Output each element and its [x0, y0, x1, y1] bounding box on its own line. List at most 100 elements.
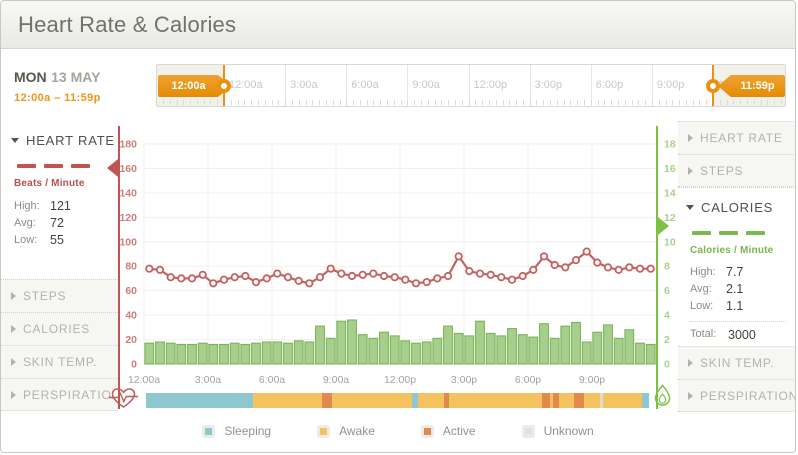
- heart-rate-point: [582, 247, 591, 256]
- heart-rate-high-row: High: 121: [14, 198, 71, 213]
- chevron-right-icon: [688, 134, 693, 142]
- heart-rate-calories-chart[interactable]: 12:00a 3:00a 6:00a 9:00a 12:00p 3:00p 6:00p 9:0…: [119, 121, 681, 389]
- timeline-minor-tick: [312, 100, 314, 105]
- timeline-minor-tick: [285, 100, 287, 105]
- chevron-right-icon: [11, 325, 16, 333]
- heart-rate-point: [550, 260, 559, 270]
- chevron-right-icon: [11, 390, 16, 399]
- timeline-minor-tick: [577, 100, 579, 105]
- timeline-minor-tick: [726, 100, 728, 105]
- timeline-minor-tick: [251, 100, 253, 105]
- calories-bar: [411, 342, 421, 365]
- calories-total-row: Total: 3000: [690, 328, 756, 342]
- sidebar-item-perspiration[interactable]: PERSPIRATION: [1, 378, 120, 411]
- heart-rate-point: [273, 269, 282, 278]
- timeline-tick-label: 3:00p: [534, 79, 563, 91]
- timeline-minor-tick: [651, 100, 653, 105]
- heart-rate-point: [283, 273, 293, 282]
- calories-bar: [187, 343, 197, 365]
- calories-avg-row: Avg: 2.1: [690, 281, 744, 296]
- heart-rate-avg-row: Avg: 72: [14, 215, 64, 230]
- heart-rate-point: [347, 271, 357, 281]
- sidebar-item-heart-rate[interactable]: HEART RATE: [678, 121, 795, 154]
- calories-bar: [592, 331, 603, 365]
- calories-bar: [517, 334, 528, 365]
- timeline-minor-tick: [421, 100, 422, 105]
- timeline-start-handle-knob[interactable]: [217, 78, 231, 93]
- heart-rate-point: [635, 264, 645, 273]
- calories-bar: [229, 342, 240, 365]
- calories-panel-header[interactable]: CALORIES: [678, 188, 795, 215]
- heart-rate-point: [305, 279, 314, 288]
- sidebar-item-label: HEART RATE: [700, 131, 783, 145]
- timeline-minor-tick: [353, 100, 354, 105]
- chevron-right-icon: [688, 166, 693, 175]
- legend-label: Sleeping: [224, 424, 272, 438]
- sidebar-item-skin-temp[interactable]: SKIN TEMP.: [1, 345, 118, 378]
- timeline-minor-tick: [509, 100, 511, 105]
- right-axis-tick-label: 4: [664, 310, 670, 322]
- right-axis-line: [656, 126, 658, 409]
- heart-rate-point: [497, 273, 506, 282]
- heart-rate-point: [294, 276, 303, 285]
- timeline-minor-tick: [522, 100, 524, 105]
- timeline-minor-tick: [210, 100, 212, 105]
- timeline-minor-tick: [325, 100, 327, 105]
- timeline-minor-tick: [543, 100, 545, 105]
- timeline-gridline: [407, 65, 409, 106]
- sidebar-item-steps[interactable]: STEPS: [678, 154, 795, 187]
- heart-rate-point: [379, 271, 389, 281]
- calories-bar: [325, 337, 336, 365]
- timeline-minor-tick: [468, 100, 470, 105]
- calories-bar: [464, 335, 475, 365]
- timeline-minor-tick: [169, 100, 171, 105]
- timeline-minor-tick: [346, 100, 348, 105]
- heart-rate-point: [603, 263, 613, 272]
- sidebar-item-label: SKIN TEMP.: [700, 356, 775, 370]
- timeline-end-handle-knob[interactable]: [706, 78, 720, 93]
- heart-rate-point: [337, 269, 346, 278]
- left-axis-tick-label: 40: [125, 310, 137, 322]
- chevron-down-icon: [686, 205, 694, 210]
- calories-series-swatch: [692, 231, 795, 235]
- calories-bar: [219, 343, 229, 365]
- calories-bar: [155, 341, 165, 365]
- legend-item-active: Active: [420, 424, 476, 438]
- timeline-minor-tick: [631, 100, 633, 105]
- calories-bar: [528, 336, 539, 365]
- legend-item-unknown: Unknown: [521, 424, 594, 438]
- activity-segment-awake: [253, 393, 322, 408]
- activity-segment-awake: [558, 393, 575, 408]
- timeline-minor-tick: [434, 100, 436, 105]
- calories-bar: [165, 342, 176, 365]
- sidebar-item-skin-temp[interactable]: SKIN TEMP.: [678, 346, 795, 379]
- timeline-minor-tick: [611, 100, 613, 105]
- timeline-slider[interactable]: 12:00a 11:59p 12:00a 3:00a 6:00a 9:00a 12:00…: [156, 64, 786, 107]
- sidebar-item-steps[interactable]: STEPS: [1, 279, 118, 312]
- timeline-minor-tick: [319, 100, 321, 105]
- sidebar-item-perspiration[interactable]: PERSPIRATION: [678, 379, 795, 412]
- legend-swatch-sleeping: [202, 424, 216, 438]
- calories-bar: [283, 342, 293, 365]
- legend-label: Unknown: [543, 424, 594, 438]
- heart-rate-point: [475, 269, 485, 278]
- sidebar-item-label: CALORIES: [23, 322, 91, 336]
- heart-rate-panel-header[interactable]: HEART RATE: [11, 133, 118, 148]
- timeline-start-flag[interactable]: 12:00a: [158, 75, 232, 97]
- heart-rate-point: [422, 278, 431, 287]
- timeline-minor-tick: [699, 100, 701, 105]
- left-axis-tick-label: 120: [119, 212, 137, 224]
- heart-rate-point: [625, 263, 634, 272]
- timeline-minor-tick: [597, 100, 599, 105]
- heart-rate-point: [561, 263, 570, 272]
- timeline-tick-label: 3:00a: [290, 79, 318, 91]
- timeline-end-flag[interactable]: 11:59p: [718, 75, 785, 97]
- calories-bar: [240, 343, 251, 365]
- heart-rate-point: [219, 275, 229, 284]
- timeline-gridline: [346, 65, 348, 106]
- calories-bar: [144, 342, 155, 365]
- activity-segment-sleeping: [146, 393, 254, 408]
- calories-bar: [613, 337, 624, 365]
- calories-bar: [571, 321, 581, 365]
- sidebar-item-calories[interactable]: CALORIES: [1, 312, 118, 345]
